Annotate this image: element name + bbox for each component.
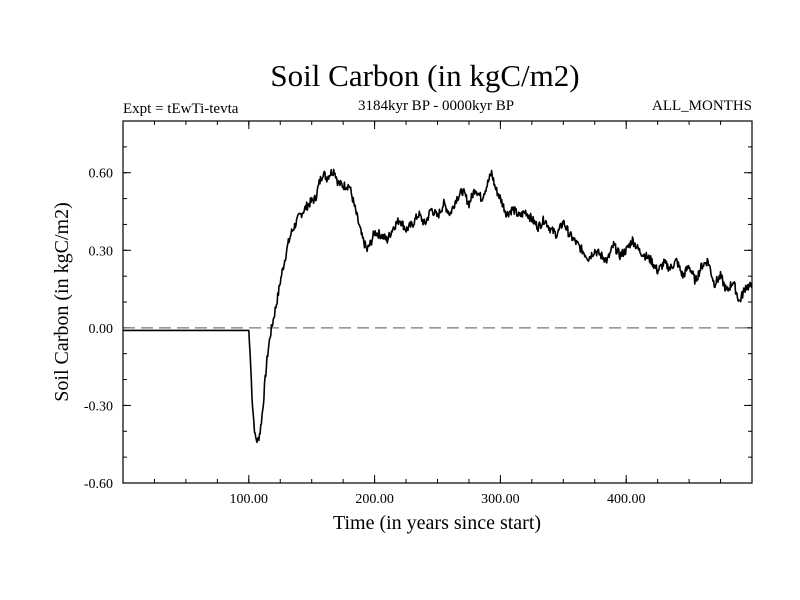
experiment-label: Expt = tEwTi-tevta bbox=[123, 101, 239, 117]
y-tick-label: 0.00 bbox=[89, 322, 114, 337]
x-tick-label: 400.00 bbox=[607, 492, 646, 507]
months-label: ALL_MONTHS bbox=[652, 98, 752, 114]
plot-frame bbox=[122, 120, 753, 484]
x-tick-label: 200.00 bbox=[355, 492, 394, 507]
period-label: 3184kyr BP - 0000kyr BP bbox=[358, 98, 514, 114]
y-tick-label: 0.30 bbox=[89, 244, 114, 259]
y-tick-label: 0.60 bbox=[89, 167, 114, 182]
y-axis-label: Soil Carbon (in kgC/m2) bbox=[51, 202, 73, 401]
series-line-soil-carbon bbox=[122, 168, 753, 444]
y-tick-label: -0.60 bbox=[84, 477, 113, 492]
x-axis-label: Time (in years since start) bbox=[333, 512, 541, 534]
x-tick-label: 100.00 bbox=[230, 492, 269, 507]
y-tick-label: -0.30 bbox=[84, 399, 113, 414]
plot-area: -0.60 -0.30 0.00 0.30 0.60 100.00 200.00 300.00… bbox=[84, 120, 753, 507]
chart-title: Soil Carbon (in kgC/m2) bbox=[270, 58, 579, 93]
x-tick-label: 300.00 bbox=[481, 492, 520, 507]
